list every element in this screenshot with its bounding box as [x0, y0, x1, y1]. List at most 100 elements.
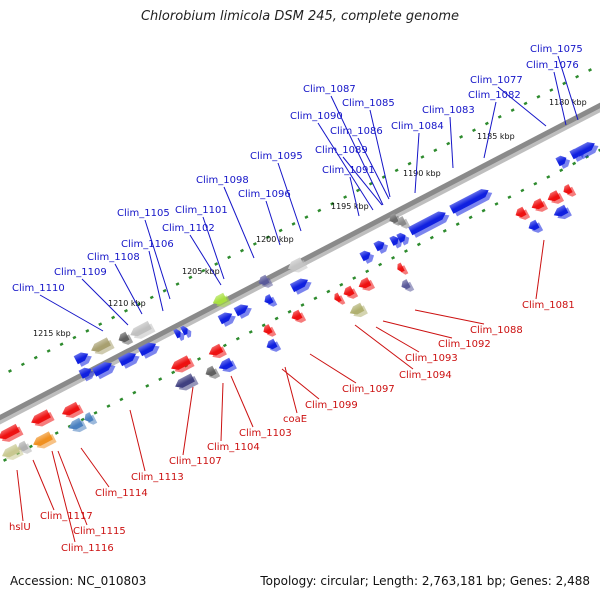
forward-gene: [373, 240, 389, 254]
track-dot: [420, 155, 425, 159]
reverse-label-line: [32, 459, 55, 511]
gene-shine: [563, 184, 573, 195]
forward-label-line: [414, 132, 420, 194]
forward-label-line: [349, 176, 360, 217]
reverse-gene-box: [17, 440, 33, 454]
forward-label-line: [369, 109, 391, 198]
forward-gene: [137, 342, 160, 359]
forward-label-line: [553, 71, 567, 126]
forward-label-line: [81, 278, 129, 326]
gene-shine: [171, 355, 191, 370]
gene-shine: [130, 320, 152, 337]
forward-gene-label: Clim_1109: [54, 267, 107, 278]
reverse-gene: [62, 401, 84, 419]
track-dot: [330, 201, 335, 206]
scale-tick-label: 1215 kbp: [33, 329, 71, 338]
gene-shine: [547, 190, 561, 202]
gene-shine: [373, 240, 385, 252]
forward-gene-label: Clim_1084: [391, 121, 444, 132]
track-dot: [287, 309, 292, 314]
gene-shine: [449, 189, 489, 214]
reverse-gene-label: Clim_1116: [61, 543, 114, 554]
forward-gene: [173, 328, 185, 342]
reverse-gene-label: Clim_1088: [470, 325, 523, 336]
reverse-gene-label: Clim_1107: [169, 456, 222, 467]
scale-tick-label: 1185 kbp: [477, 132, 515, 141]
forward-gene-label: Clim_1087: [303, 84, 356, 95]
track-dot: [93, 410, 98, 415]
gene-shine: [397, 262, 405, 273]
forward-gene-box: [258, 274, 274, 288]
forward-gene: [180, 325, 192, 339]
reverse-gene: [31, 409, 55, 427]
reverse-gene: [531, 198, 549, 212]
forward-gene-label: Clim_1108: [87, 252, 140, 263]
reverse-gene: [334, 292, 346, 305]
reverse-gene-box: [401, 279, 415, 292]
reverse-gene-box: [68, 417, 87, 433]
track-dot: [523, 101, 528, 106]
reverse-gene-label: Clim_1094: [399, 370, 452, 381]
track-dot: [252, 242, 257, 246]
gene-shine: [264, 294, 274, 305]
reverse-gene: [0, 423, 24, 442]
scale-tick-label: 1210 kbp: [108, 299, 146, 308]
reverse-label-line: [309, 353, 357, 384]
gene-shine: [180, 325, 188, 336]
track-dot: [111, 315, 116, 320]
forward-gene-label: Clim_1098: [196, 175, 249, 186]
forward-gene: [92, 362, 116, 380]
forward-gene-box: [397, 216, 411, 229]
reverse-label-line: [230, 375, 254, 428]
reverse-gene: [171, 355, 195, 373]
track-dot: [507, 195, 512, 200]
track-dot: [136, 302, 141, 306]
track-dot: [407, 161, 412, 166]
forward-gene: [78, 367, 95, 382]
forward-gene: [359, 250, 375, 264]
gene-shine: [389, 213, 399, 224]
reverse-gene-label: coaE: [283, 414, 307, 425]
track-dot: [313, 296, 318, 301]
track-dot: [132, 390, 137, 395]
track-dot: [352, 276, 357, 280]
gene-shine: [408, 211, 446, 236]
reverse-gene-box: [397, 262, 409, 275]
gene-shine: [137, 342, 156, 357]
track-dot: [549, 88, 554, 92]
track-dot: [494, 202, 499, 206]
track-dot: [546, 175, 551, 179]
forward-gene: [449, 189, 493, 217]
track-dot: [343, 195, 348, 199]
scale-tick-label: 1190 kbp: [403, 169, 441, 178]
track-dot: [261, 323, 266, 328]
gene-shine: [258, 274, 270, 286]
track-dot: [559, 168, 564, 173]
track-dot: [300, 303, 305, 307]
reverse-label-line: [382, 320, 453, 339]
gene-shine: [528, 219, 540, 231]
reverse-gene-label: Clim_1114: [95, 488, 148, 499]
reverse-label-line: [80, 447, 110, 488]
reverse-gene-box: [2, 443, 24, 461]
track-dot: [201, 268, 206, 273]
forward-label-line: [557, 55, 579, 121]
gene-shine: [291, 309, 303, 321]
track-dot: [145, 384, 150, 388]
reverse-label-line: [414, 309, 485, 325]
gene-shine: [2, 443, 21, 458]
gene-shine: [0, 423, 20, 440]
reverse-gene: [208, 343, 227, 359]
reverse-gene-box: [205, 365, 221, 379]
forward-gene-label: Clim_1110: [12, 283, 65, 294]
track-dot: [403, 249, 408, 253]
track-dot: [391, 255, 396, 260]
reverse-label-line: [51, 450, 76, 543]
forward-label-line: [223, 186, 255, 259]
forward-label-line: [148, 250, 164, 312]
track-dot: [339, 282, 344, 287]
forward-label-line: [277, 162, 302, 232]
gene-shine: [218, 357, 234, 370]
